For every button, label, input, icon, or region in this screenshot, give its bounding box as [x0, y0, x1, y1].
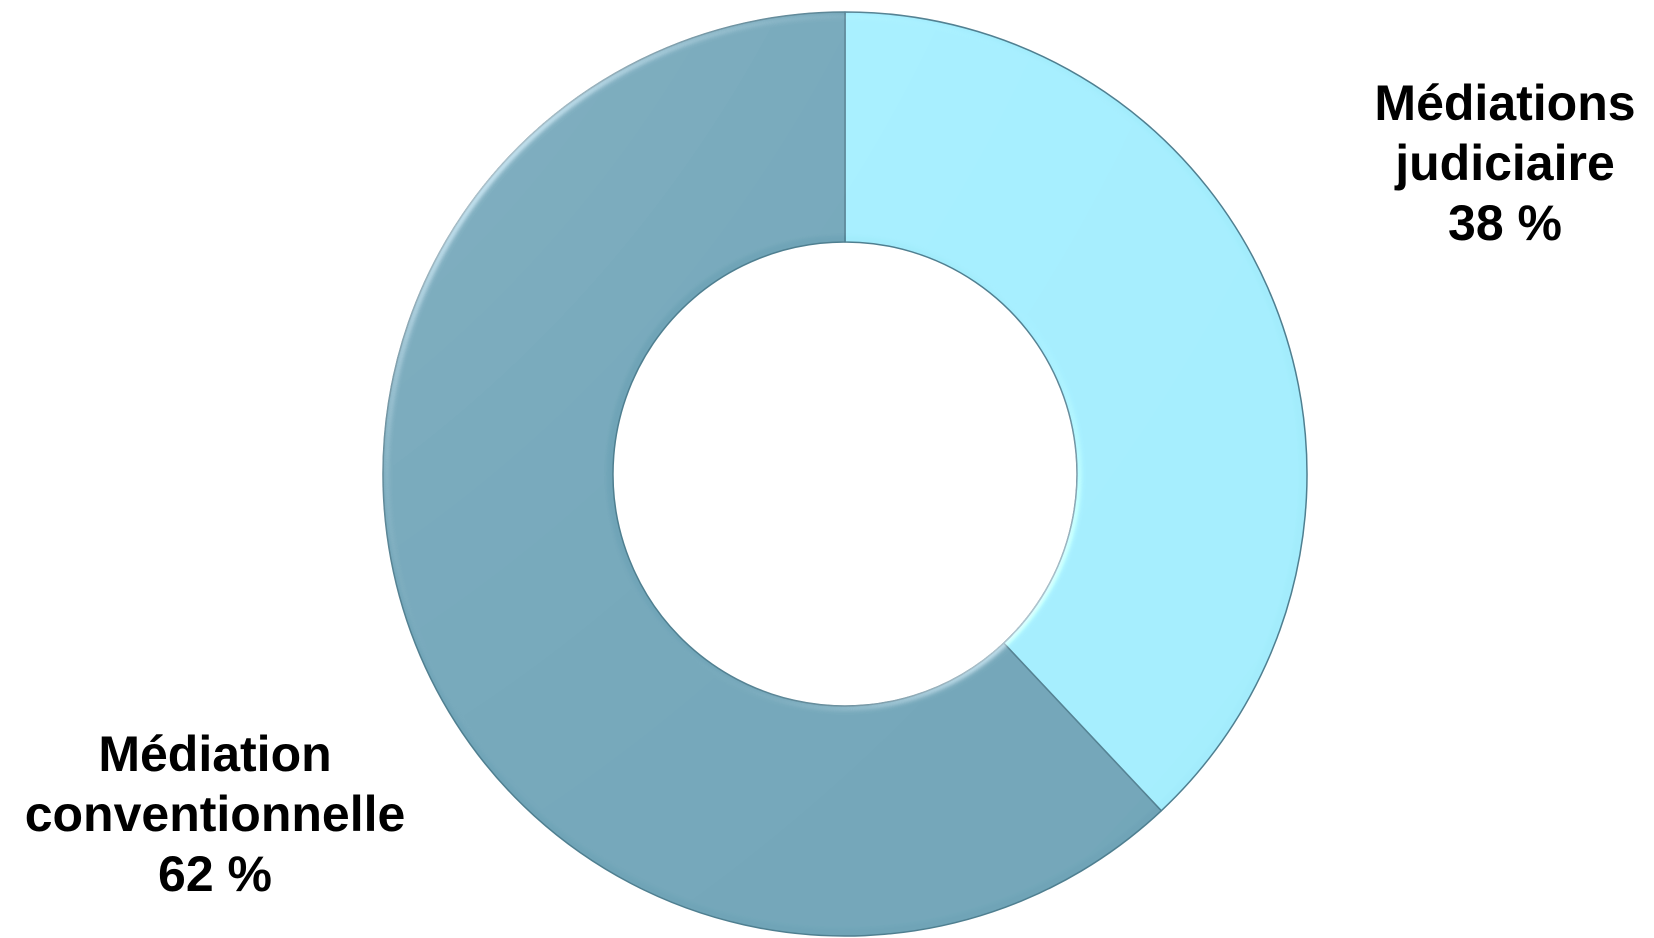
slice-label-line: conventionnelle [24, 786, 406, 842]
slice-value-label: 38 % [1448, 195, 1562, 251]
slice-label-line: Médiations [1374, 75, 1636, 131]
slice-label-line: Médiation [98, 726, 332, 782]
donut-slice-conventionnelle [382, 11, 1163, 937]
slice-label-line: judiciaire [1395, 135, 1615, 191]
slice-label-conventionnelle: Médiation conventionnelle 62 % [10, 724, 420, 904]
donut-slices [382, 11, 1308, 937]
slice-value-label: 62 % [158, 846, 272, 902]
slice-label-judiciaire: Médiations judiciaire 38 % [1370, 73, 1640, 253]
donut-slice-judiciaire [844, 11, 1308, 812]
